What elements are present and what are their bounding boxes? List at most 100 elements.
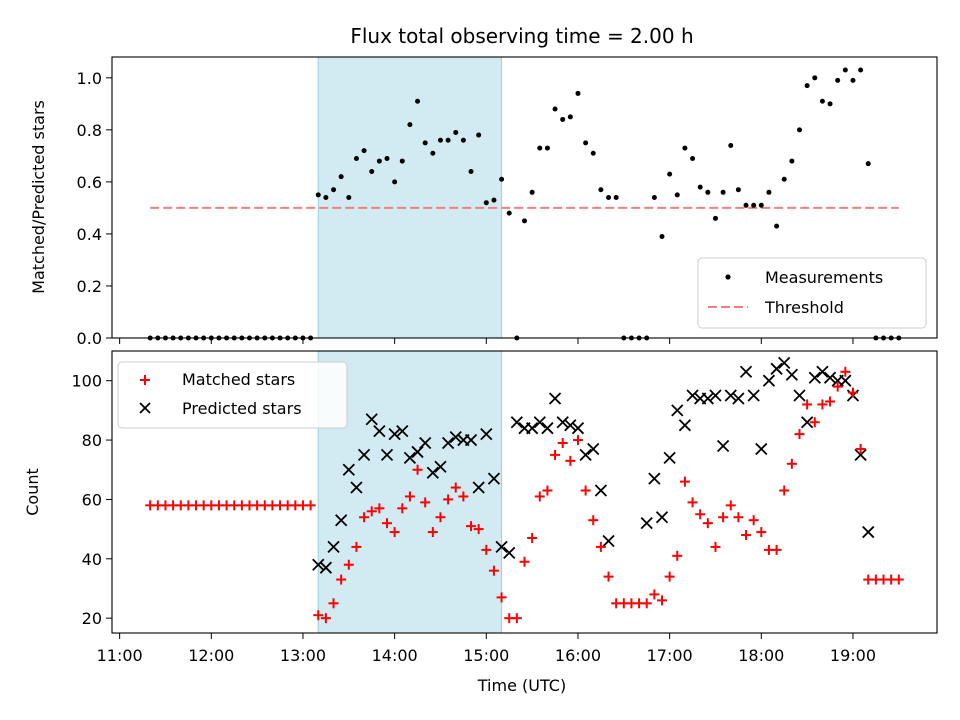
top-x-ticks — [119, 338, 854, 344]
matched-star-point — [802, 399, 813, 410]
predicted-star-point — [648, 472, 661, 485]
measurement-point — [774, 223, 780, 229]
predicted-star-point — [579, 448, 592, 462]
predicted-star-point — [357, 448, 371, 462]
legend-matched-marker — [140, 375, 150, 385]
matched-star-point — [588, 515, 599, 526]
measurement-point — [812, 75, 818, 81]
top-y-tick-label: 0.8 — [77, 121, 102, 140]
predicted-star-point — [510, 416, 523, 429]
matched-star-point — [710, 541, 721, 552]
measurement-point — [674, 192, 680, 198]
top-panel: 0.0 0.2 0.4 0.6 0.8 1.0 Matched/Predicted sta… — [29, 56, 938, 348]
top-y-tick-label: 1.0 — [77, 69, 102, 88]
matched-star-point — [649, 589, 660, 600]
predicted-star-point — [808, 371, 821, 384]
predicted-star-point — [350, 481, 363, 494]
legend-top-box — [697, 257, 927, 329]
bottom-y-tick-label: 40 — [82, 550, 102, 569]
bottom-y-axis-label: Count — [23, 468, 42, 516]
measurement-point — [667, 171, 673, 177]
matched-star-point — [382, 518, 392, 529]
predicted-star-point — [335, 514, 348, 527]
legend-predicted-label: Predicted stars — [182, 399, 302, 418]
measurement-point — [819, 98, 825, 104]
measurement-point — [850, 77, 856, 83]
predicted-star-point — [319, 561, 333, 574]
matched-star-point — [672, 550, 683, 561]
predicted-star-point — [426, 466, 439, 479]
measurement-point — [384, 155, 390, 161]
matched-star-point — [488, 565, 499, 576]
top-y-tick-label: 0.0 — [77, 329, 102, 348]
predicted-star-point — [640, 517, 653, 530]
measurement-point — [353, 155, 359, 161]
top-plot-frame — [111, 56, 938, 339]
predicted-star-point — [365, 413, 378, 426]
measurement-point — [552, 106, 558, 112]
measurement-point — [728, 142, 734, 148]
measurement-point — [858, 67, 864, 73]
measurement-point — [797, 127, 802, 133]
x-tick-label: 19:00 — [830, 646, 876, 665]
predicted-stars-series — [312, 356, 875, 574]
matched-star-point — [435, 512, 446, 523]
predicted-star-point — [388, 427, 401, 441]
matched-star-point — [725, 500, 736, 511]
matched-star-point — [458, 491, 469, 502]
predicted-star-point — [755, 442, 768, 456]
predicted-star-point — [396, 425, 409, 438]
x-tick-label: 18:00 — [738, 646, 784, 665]
matched-star-point — [580, 485, 591, 496]
measurement-point — [499, 176, 505, 182]
matched-star-point — [450, 482, 461, 493]
measurement-point — [735, 187, 741, 193]
predicted-star-point — [663, 451, 676, 464]
x-tick-label: 11:00 — [97, 646, 143, 665]
measurement-point — [315, 192, 321, 198]
legend-predicted-marker — [139, 402, 151, 414]
measurement-point — [590, 150, 596, 156]
measurement-point — [529, 189, 535, 195]
matched-star-point — [809, 417, 820, 428]
matched-star-point — [359, 512, 370, 523]
measurement-point — [376, 158, 382, 164]
bottom-y-axis: 20 40 60 80 100 — [71, 372, 112, 628]
matched-star-point — [443, 494, 454, 505]
matched-star-point — [572, 435, 583, 446]
x-axis-label: Time (UTC) — [477, 676, 566, 695]
matched-star-point — [374, 503, 385, 514]
legend-top: Measurements Threshold — [697, 257, 927, 329]
predicted-star-point — [312, 558, 325, 571]
measurement-point — [690, 155, 696, 161]
matched-star-point — [657, 595, 667, 606]
predicted-star-point — [816, 365, 829, 378]
measurement-point — [415, 98, 421, 104]
matched-star-point — [305, 500, 316, 511]
measurement-point — [682, 145, 688, 151]
predicted-star-point — [587, 442, 600, 456]
predicted-star-point — [778, 356, 791, 370]
top-y-axis: 0.0 0.2 0.4 0.6 0.8 1.0 — [77, 69, 112, 348]
matched-star-point — [825, 396, 836, 407]
legend-measurements-marker — [725, 274, 731, 280]
measurement-point — [399, 158, 405, 164]
matched-star-point — [336, 574, 347, 585]
legend-bottom-box — [117, 361, 348, 429]
measurement-point — [835, 77, 841, 83]
measurement-point — [789, 158, 795, 164]
matched-star-point — [404, 491, 415, 502]
predicted-star-point — [541, 422, 554, 435]
measurement-point — [613, 195, 619, 200]
measurement-point — [369, 168, 375, 174]
predicted-star-point — [762, 374, 776, 387]
measurement-point — [522, 218, 527, 224]
matched-star-point — [557, 438, 568, 449]
measurement-point — [567, 114, 573, 120]
observing-window-shade-top — [317, 56, 503, 339]
predicted-star-point — [770, 362, 783, 375]
predicted-star-point — [464, 433, 478, 447]
measurement-point — [392, 179, 398, 185]
measurement-point — [338, 174, 344, 180]
